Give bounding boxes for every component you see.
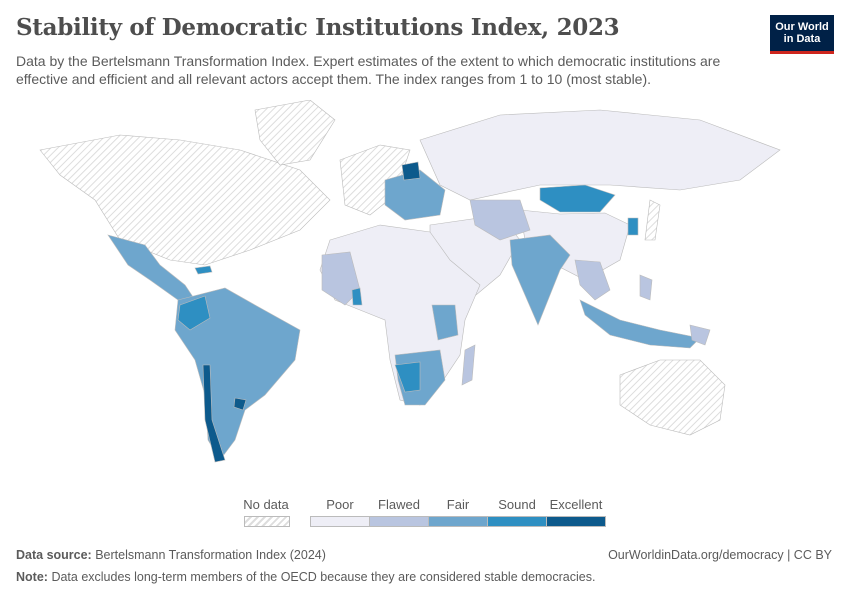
legend-label-poor: Poor xyxy=(326,497,354,512)
region-russia[interactable] xyxy=(419,109,781,201)
region-south-america[interactable] xyxy=(174,287,301,461)
region-north-america[interactable] xyxy=(39,134,331,266)
chart-title: Stability of Democratic Institutions Ind… xyxy=(16,14,620,41)
legend-label-fair: Fair xyxy=(446,497,470,512)
region-namibia-botswana[interactable] xyxy=(394,361,421,393)
region-east-africa[interactable] xyxy=(431,304,459,341)
legend-swatch-flawed[interactable] xyxy=(369,516,429,527)
region-india[interactable] xyxy=(509,234,571,326)
legend-swatch-no-data[interactable] xyxy=(244,516,290,527)
region-eastern-europe[interactable] xyxy=(384,169,446,221)
source-link[interactable]: OurWorldinData.org/democracy | CC BY xyxy=(608,548,832,562)
region-chile[interactable] xyxy=(202,364,226,463)
data-source: Data source: Bertelsmann Transformation … xyxy=(16,548,326,562)
region-australia[interactable] xyxy=(619,359,726,436)
region-caribbean[interactable] xyxy=(194,265,213,275)
note: Note: Data excludes long-term members of… xyxy=(16,570,596,584)
region-philippines[interactable] xyxy=(639,274,653,301)
region-south-korea[interactable] xyxy=(627,217,639,236)
region-uruguay[interactable] xyxy=(233,397,247,411)
region-central-asia[interactable] xyxy=(469,199,531,241)
world-map[interactable] xyxy=(0,100,850,480)
region-japan[interactable] xyxy=(644,199,661,241)
legend-swatch-fair[interactable] xyxy=(428,516,488,527)
region-mongolia[interactable] xyxy=(539,184,616,213)
chart-subtitle: Data by the Bertelsmann Transformation I… xyxy=(16,53,721,87)
region-indonesia[interactable] xyxy=(579,299,701,349)
legend-label-no-data: No data xyxy=(243,497,289,512)
legend-label-excellent: Excellent xyxy=(549,497,603,512)
legend-swatch-excellent[interactable] xyxy=(546,516,606,527)
region-baltics[interactable] xyxy=(401,161,421,181)
region-colombia[interactable] xyxy=(177,295,211,331)
legend-swatch-poor[interactable] xyxy=(310,516,370,527)
owid-logo[interactable]: Our World in Data xyxy=(770,15,834,54)
region-greenland[interactable] xyxy=(254,100,336,166)
region-madagascar[interactable] xyxy=(461,344,476,386)
region-papua[interactable] xyxy=(689,324,711,346)
legend-label-flawed: Flawed xyxy=(378,497,420,512)
legend-label-sound: Sound xyxy=(498,497,536,512)
legend-swatch-sound[interactable] xyxy=(487,516,547,527)
region-ghana-benin[interactable] xyxy=(351,287,363,306)
region-southeast-asia[interactable] xyxy=(574,259,611,301)
